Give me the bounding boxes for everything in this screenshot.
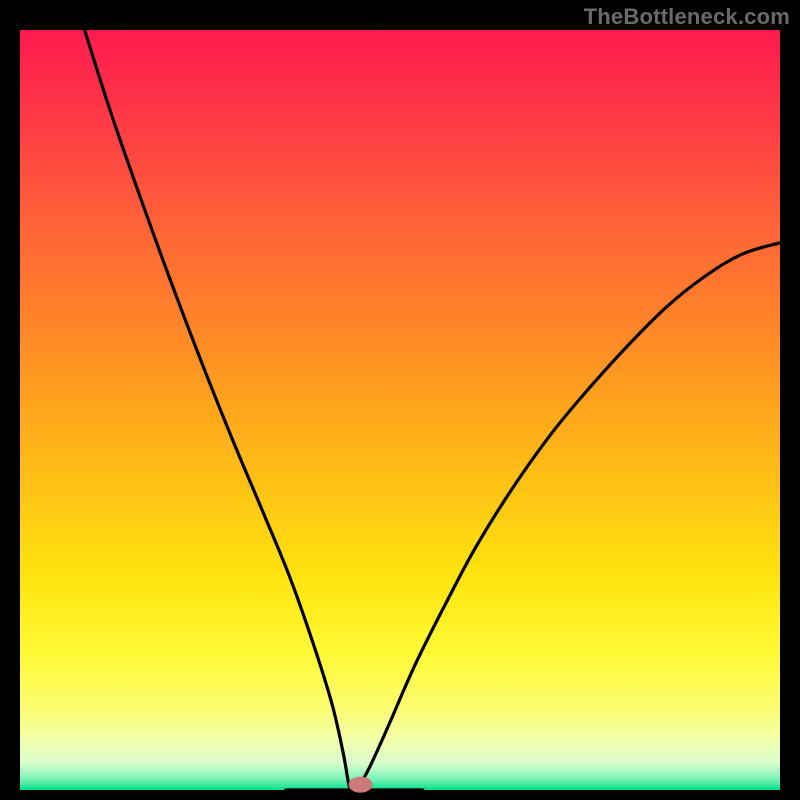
chart-container: { "watermark": { "text": "TheBottleneck.… (0, 0, 800, 800)
watermark-text: TheBottleneck.com (584, 4, 790, 30)
optimum-marker (348, 777, 372, 793)
bottleneck-chart (0, 0, 800, 800)
gradient-background (20, 30, 780, 790)
